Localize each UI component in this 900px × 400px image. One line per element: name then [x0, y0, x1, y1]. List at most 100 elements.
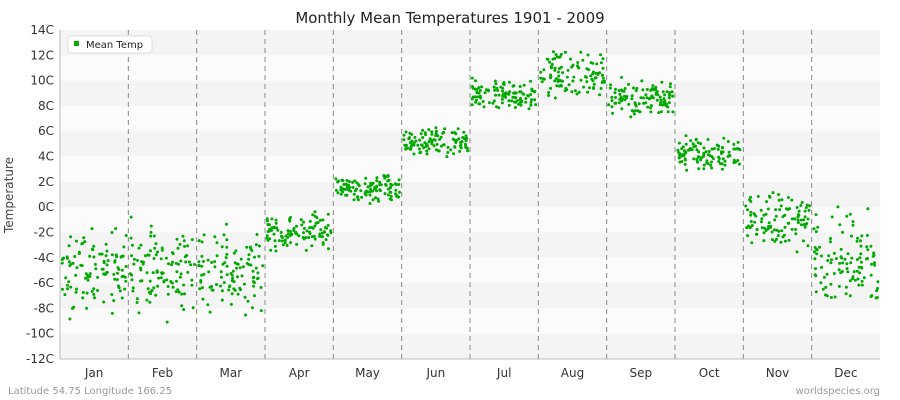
data-point: [208, 310, 212, 314]
data-point: [795, 206, 799, 209]
data-point: [805, 203, 809, 207]
data-point: [601, 66, 605, 70]
data-point: [547, 94, 551, 97]
data-point: [707, 150, 711, 153]
data-point: [480, 85, 484, 89]
data-point: [645, 96, 649, 100]
data-point: [790, 198, 794, 202]
data-point: [839, 247, 843, 251]
data-point: [86, 278, 90, 282]
data-point: [678, 160, 682, 164]
data-point: [213, 265, 217, 269]
data-point: [692, 144, 696, 148]
x-tick-labels: Jan Feb Mar Apr May Jun Jul Aug Sep Oct Nov Dec: [84, 366, 858, 380]
legend-box: [67, 35, 153, 54]
data-point: [115, 255, 119, 259]
data-point: [74, 273, 78, 277]
data-point: [565, 75, 569, 79]
data-point: [591, 72, 595, 76]
data-point: [222, 233, 226, 237]
data-point: [121, 274, 125, 278]
data-point: [272, 232, 276, 236]
data-point: [182, 308, 186, 312]
data-point: [387, 193, 390, 197]
data-point: [680, 147, 684, 151]
data-point: [202, 272, 206, 276]
data-point: [858, 271, 862, 275]
data-point: [601, 73, 604, 77]
data-point: [283, 241, 287, 245]
data-point: [559, 52, 563, 56]
data-point: [67, 244, 71, 248]
data-point: [802, 218, 806, 222]
data-point: [697, 167, 701, 171]
data-point: [132, 262, 136, 266]
data-point: [524, 97, 528, 100]
data-point: [762, 231, 766, 235]
data-point: [159, 276, 163, 280]
data-point: [856, 277, 860, 281]
data-point: [233, 261, 237, 265]
data-point: [270, 217, 274, 221]
data-point: [316, 221, 320, 224]
data-point: [576, 61, 580, 64]
x-tick-label: Feb: [152, 366, 173, 380]
data-point: [453, 131, 457, 135]
data-point: [514, 100, 518, 104]
data-point: [871, 254, 875, 258]
data-point: [434, 148, 438, 152]
data-point: [545, 57, 549, 61]
data-point: [762, 239, 766, 243]
data-point: [501, 86, 505, 90]
data-point: [410, 143, 414, 147]
data-point: [832, 272, 836, 275]
data-point: [146, 287, 150, 291]
data-point: [630, 97, 634, 101]
data-point: [803, 209, 807, 213]
data-point: [800, 201, 804, 204]
data-point: [521, 92, 525, 96]
data-point: [656, 93, 660, 97]
grid-band: [60, 131, 880, 157]
data-point: [442, 143, 446, 147]
data-point: [313, 237, 317, 241]
data-point: [311, 226, 315, 230]
data-point: [128, 272, 132, 276]
data-point: [799, 218, 803, 222]
vertical-gridlines: [127, 30, 813, 359]
data-point: [397, 195, 401, 199]
data-point: [289, 241, 292, 245]
data-point: [236, 275, 239, 279]
grid-band: [60, 232, 880, 258]
data-point: [73, 255, 77, 258]
data-point: [268, 223, 271, 227]
data-point: [641, 96, 645, 100]
data-point: [850, 234, 853, 238]
data-point: [566, 68, 570, 72]
data-point: [663, 102, 667, 106]
data-point: [519, 103, 523, 107]
data-point: [805, 222, 809, 225]
data-point: [85, 306, 89, 310]
data-point: [790, 227, 794, 231]
x-tick-label: Aug: [561, 366, 584, 380]
data-point: [135, 297, 139, 301]
data-point: [706, 162, 710, 166]
data-point: [149, 234, 153, 238]
data-point: [476, 95, 480, 99]
data-point: [869, 273, 873, 277]
data-point: [477, 86, 481, 90]
data-point: [487, 101, 491, 105]
data-point: [820, 265, 823, 269]
data-point: [665, 90, 669, 94]
data-point: [182, 239, 186, 243]
data-point: [710, 166, 714, 170]
data-point: [697, 150, 701, 154]
data-point: [368, 190, 372, 194]
data-point: [180, 292, 184, 296]
data-point: [413, 135, 417, 139]
data-point: [774, 208, 778, 212]
data-point: [183, 244, 186, 248]
data-point: [565, 88, 569, 92]
data-point: [669, 82, 672, 86]
